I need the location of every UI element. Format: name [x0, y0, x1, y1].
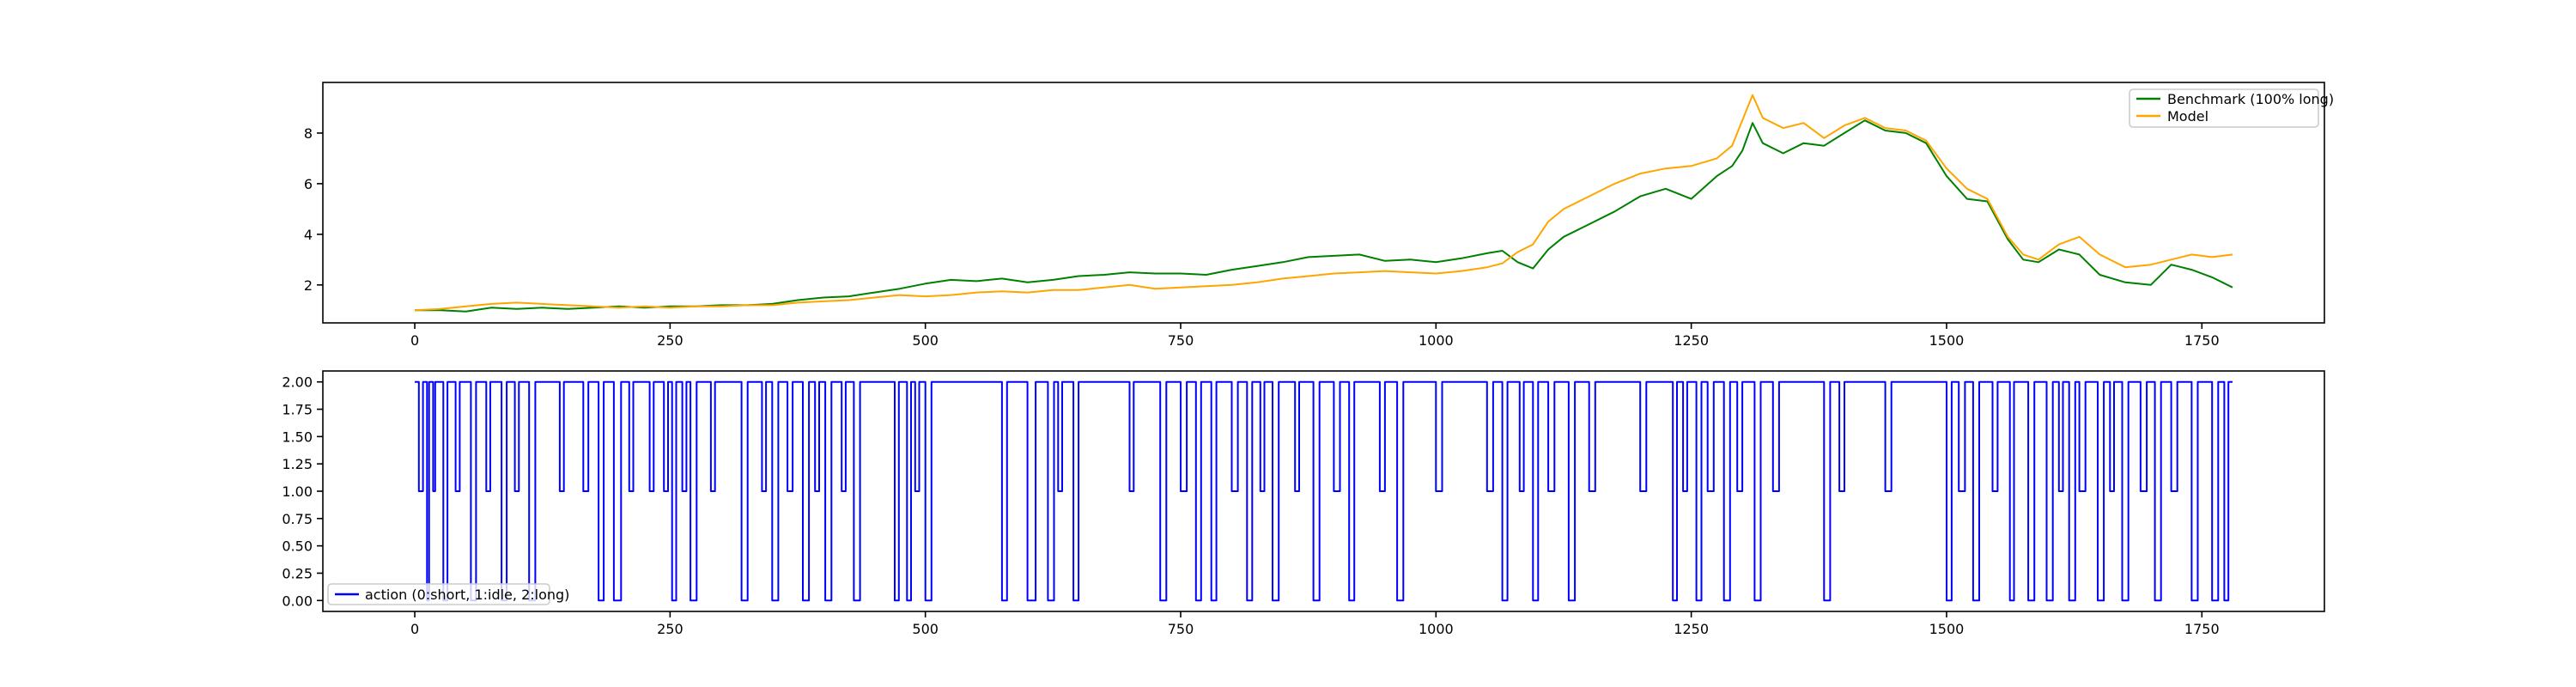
price-legend-box	[2129, 88, 2319, 128]
action-ytick-label: 0.50	[282, 538, 313, 555]
price-xtick-label: 0	[410, 332, 419, 349]
price-xtick-label: 1500	[1929, 332, 1965, 349]
action-xtick-label: 1250	[1674, 621, 1709, 637]
price-xtick-label: 1250	[1674, 332, 1709, 349]
action-ytick-label: 0.75	[282, 511, 313, 527]
action-xtick-label: 0	[410, 621, 419, 637]
action-xtick-label: 500	[912, 621, 939, 637]
action-xtick-label: 1500	[1929, 621, 1965, 637]
action-ytick-label: 2.00	[282, 374, 313, 391]
action-axes-frame	[322, 370, 2325, 612]
price-xtick-label: 1750	[2184, 332, 2220, 349]
price-ytick-label: 8	[304, 125, 313, 142]
price-xtick-label: 250	[657, 332, 683, 349]
action-axis-ticks: 0 250 500 750 1000 1250 1500 1750 0.00 0.25 0.50 0.…	[282, 374, 2219, 637]
price-series-line-1	[414, 94, 2233, 312]
action-ytick-label: 1.50	[282, 429, 313, 445]
price-xtick-label: 750	[1168, 332, 1194, 349]
action-xtick-label: 250	[657, 621, 683, 637]
price-ytick-label: 2	[304, 277, 313, 294]
action-ytick-label: 1.25	[282, 456, 313, 472]
action-xtick-label: 750	[1168, 621, 1194, 637]
price-xtick-label: 1000	[1419, 332, 1454, 349]
action-series-line-0	[415, 380, 2233, 602]
action-xtick-label: 1750	[2184, 621, 2220, 637]
legend-label-action: action (0:short, 1:idle, 2:long)	[365, 587, 569, 603]
action-ytick-label: 1.75	[282, 402, 313, 418]
action-ytick-label: 0.00	[282, 593, 313, 609]
price-legend: Benchmark (100% long) Model	[2129, 88, 2334, 128]
price-chart-panel: 0 250 500 750 1000 1250 1500 1750 2 4 6 8 Benchmark…	[304, 82, 2334, 349]
action-ytick-label: 1.00	[282, 483, 313, 500]
action-xtick-label: 1000	[1419, 621, 1454, 637]
legend-label-benchmark: Benchmark (100% long)	[2167, 91, 2334, 107]
price-xtick-label: 500	[912, 332, 939, 349]
price-axes-frame	[322, 82, 2325, 324]
action-series-group	[415, 380, 2233, 602]
price-series-group	[414, 94, 2233, 313]
price-axis-ticks: 0 250 500 750 1000 1250 1500 1750 2 4 6 8	[304, 125, 2220, 349]
action-chart-panel: 0 250 500 750 1000 1250 1500 1750 0.00 0.25 0.50 0.…	[282, 370, 2325, 637]
price-ytick-label: 6	[304, 176, 313, 192]
action-legend: action (0:short, 1:idle, 2:long)	[327, 583, 569, 605]
action-ytick-label: 0.25	[282, 565, 313, 581]
action-legend-box	[327, 583, 550, 605]
legend-label-model: Model	[2167, 108, 2208, 125]
price-ytick-label: 4	[304, 227, 313, 243]
